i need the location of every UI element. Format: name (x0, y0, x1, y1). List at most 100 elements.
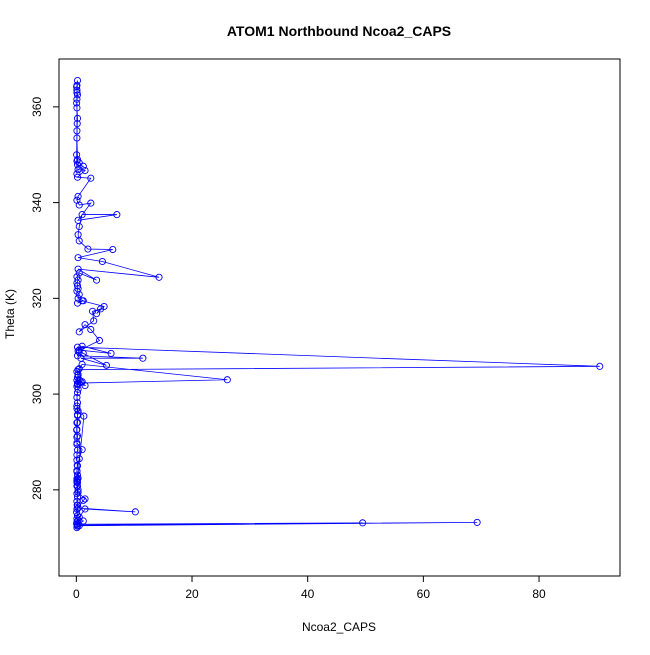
data-point (98, 257, 106, 266)
series-layer (73, 76, 604, 532)
data-point (73, 462, 82, 470)
data-point (75, 379, 83, 387)
data-point (107, 349, 115, 357)
data-point (75, 513, 83, 521)
data-point (73, 155, 82, 164)
data-point (73, 170, 81, 178)
x-axis: 0 20 40 60 80 (73, 575, 546, 601)
data-point (75, 269, 83, 277)
y-tick-label: 320 (30, 288, 44, 308)
data-point (78, 446, 86, 454)
y-tick-label: 300 (30, 384, 44, 404)
data-point (74, 516, 82, 525)
data-point (74, 366, 82, 374)
y-axis-label: Theta (K) (3, 289, 17, 339)
data-point (73, 127, 81, 135)
y-tick-label: 340 (30, 192, 44, 212)
data-point (78, 342, 86, 350)
data-point (359, 519, 367, 527)
x-tick-label: 40 (301, 587, 315, 601)
x-tick-label: 20 (185, 587, 199, 601)
data-point (73, 439, 81, 447)
data-point (73, 490, 81, 498)
x-tick-label: 80 (532, 587, 546, 601)
data-point (74, 371, 82, 379)
data-point (74, 265, 82, 273)
data-point (73, 479, 82, 487)
x-tick-label: 60 (417, 587, 431, 601)
x-axis-label: Ncoa2_CAPS (302, 620, 376, 634)
data-point (73, 273, 81, 281)
data-point (75, 328, 83, 336)
data-point (74, 216, 82, 224)
data-point (74, 474, 82, 482)
data-point (93, 310, 101, 318)
data-point (73, 393, 81, 401)
data-point (74, 294, 82, 302)
data-point (79, 517, 87, 525)
data-point (73, 521, 82, 529)
data-point (73, 505, 81, 513)
data-point (73, 196, 81, 204)
data-point (473, 518, 481, 526)
data-point (73, 299, 82, 307)
data-point (73, 86, 81, 94)
data-point (81, 495, 89, 503)
data-point (73, 173, 82, 181)
data-point (73, 114, 82, 122)
y-axis: 280 300 320 340 360 (30, 97, 60, 500)
data-point (73, 493, 82, 501)
data-point (113, 211, 121, 219)
data-point (73, 161, 82, 169)
data-point (223, 376, 231, 384)
data-point (81, 505, 89, 513)
data-point (84, 245, 92, 253)
data-point (74, 504, 82, 512)
data-point (73, 151, 81, 159)
data-point (73, 81, 81, 89)
data-point (73, 104, 81, 112)
data-point (81, 321, 89, 329)
data-point (73, 76, 82, 85)
data-point (74, 254, 82, 262)
data-point (100, 302, 108, 311)
data-point (74, 192, 82, 200)
data-point (75, 159, 83, 167)
data-point (73, 425, 81, 434)
data-point (74, 347, 82, 355)
data-point (74, 231, 82, 239)
y-tick-label: 360 (30, 97, 44, 117)
data-point (93, 276, 101, 284)
data-point (88, 307, 97, 315)
data-point (73, 402, 81, 410)
x-tick-label: 0 (73, 587, 80, 601)
data-point (74, 276, 82, 284)
data-point (90, 317, 98, 325)
data-point (78, 211, 86, 219)
data-point (596, 362, 604, 370)
data-point (73, 99, 81, 107)
data-point (73, 451, 81, 459)
chart-title: ATOM1 Northbound Ncoa2_CAPS (227, 23, 451, 39)
data-point (73, 501, 82, 509)
data-point (73, 120, 81, 128)
data-point (155, 273, 163, 281)
data-point (73, 399, 82, 407)
data-point (87, 174, 95, 182)
data-point (81, 166, 89, 175)
data-point (73, 512, 82, 520)
data-point (74, 486, 82, 494)
data-point (73, 418, 82, 426)
data-point (109, 245, 117, 254)
data-point (79, 496, 87, 504)
data-point (95, 336, 104, 345)
data-point (87, 199, 95, 207)
data-point (87, 325, 95, 334)
data-point (73, 95, 81, 103)
data-point (74, 166, 82, 174)
y-tick-label: 280 (30, 480, 44, 500)
data-point (102, 361, 110, 369)
